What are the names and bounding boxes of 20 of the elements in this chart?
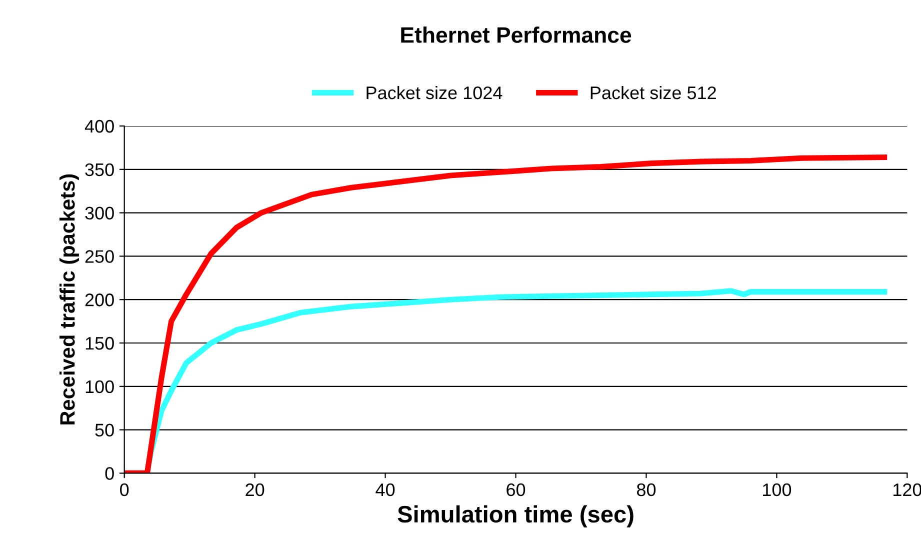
y-tick-label: 300 [85,206,114,220]
x-tick-label: 80 [636,483,656,496]
legend-label: Packet size 1024 [366,86,502,100]
x-tick-label: 0 [120,483,129,496]
y-tick-label: 400 [84,120,114,133]
x-tick-label: 20 [246,483,264,496]
y-tick-label: 0 [105,467,114,480]
chart-title: Ethernet Performance [401,26,632,43]
y-tick-label: 200 [85,294,114,306]
x-tick-label: 60 [506,483,526,496]
x-tick-label: 100 [763,483,792,496]
y-tick-label: 50 [95,424,114,437]
y-tick-label: 100 [86,380,114,394]
x-axis-title: Simulation time (sec) [398,505,634,528]
y-axis-title: Received traffic (packets) [60,174,79,424]
y-tick-label: 150 [86,336,114,350]
y-tick-label: 250 [85,250,114,263]
legend-label: Packet size 512 [590,86,716,100]
y-tick-label: 350 [85,163,114,176]
x-tick-label: 40 [376,483,395,496]
